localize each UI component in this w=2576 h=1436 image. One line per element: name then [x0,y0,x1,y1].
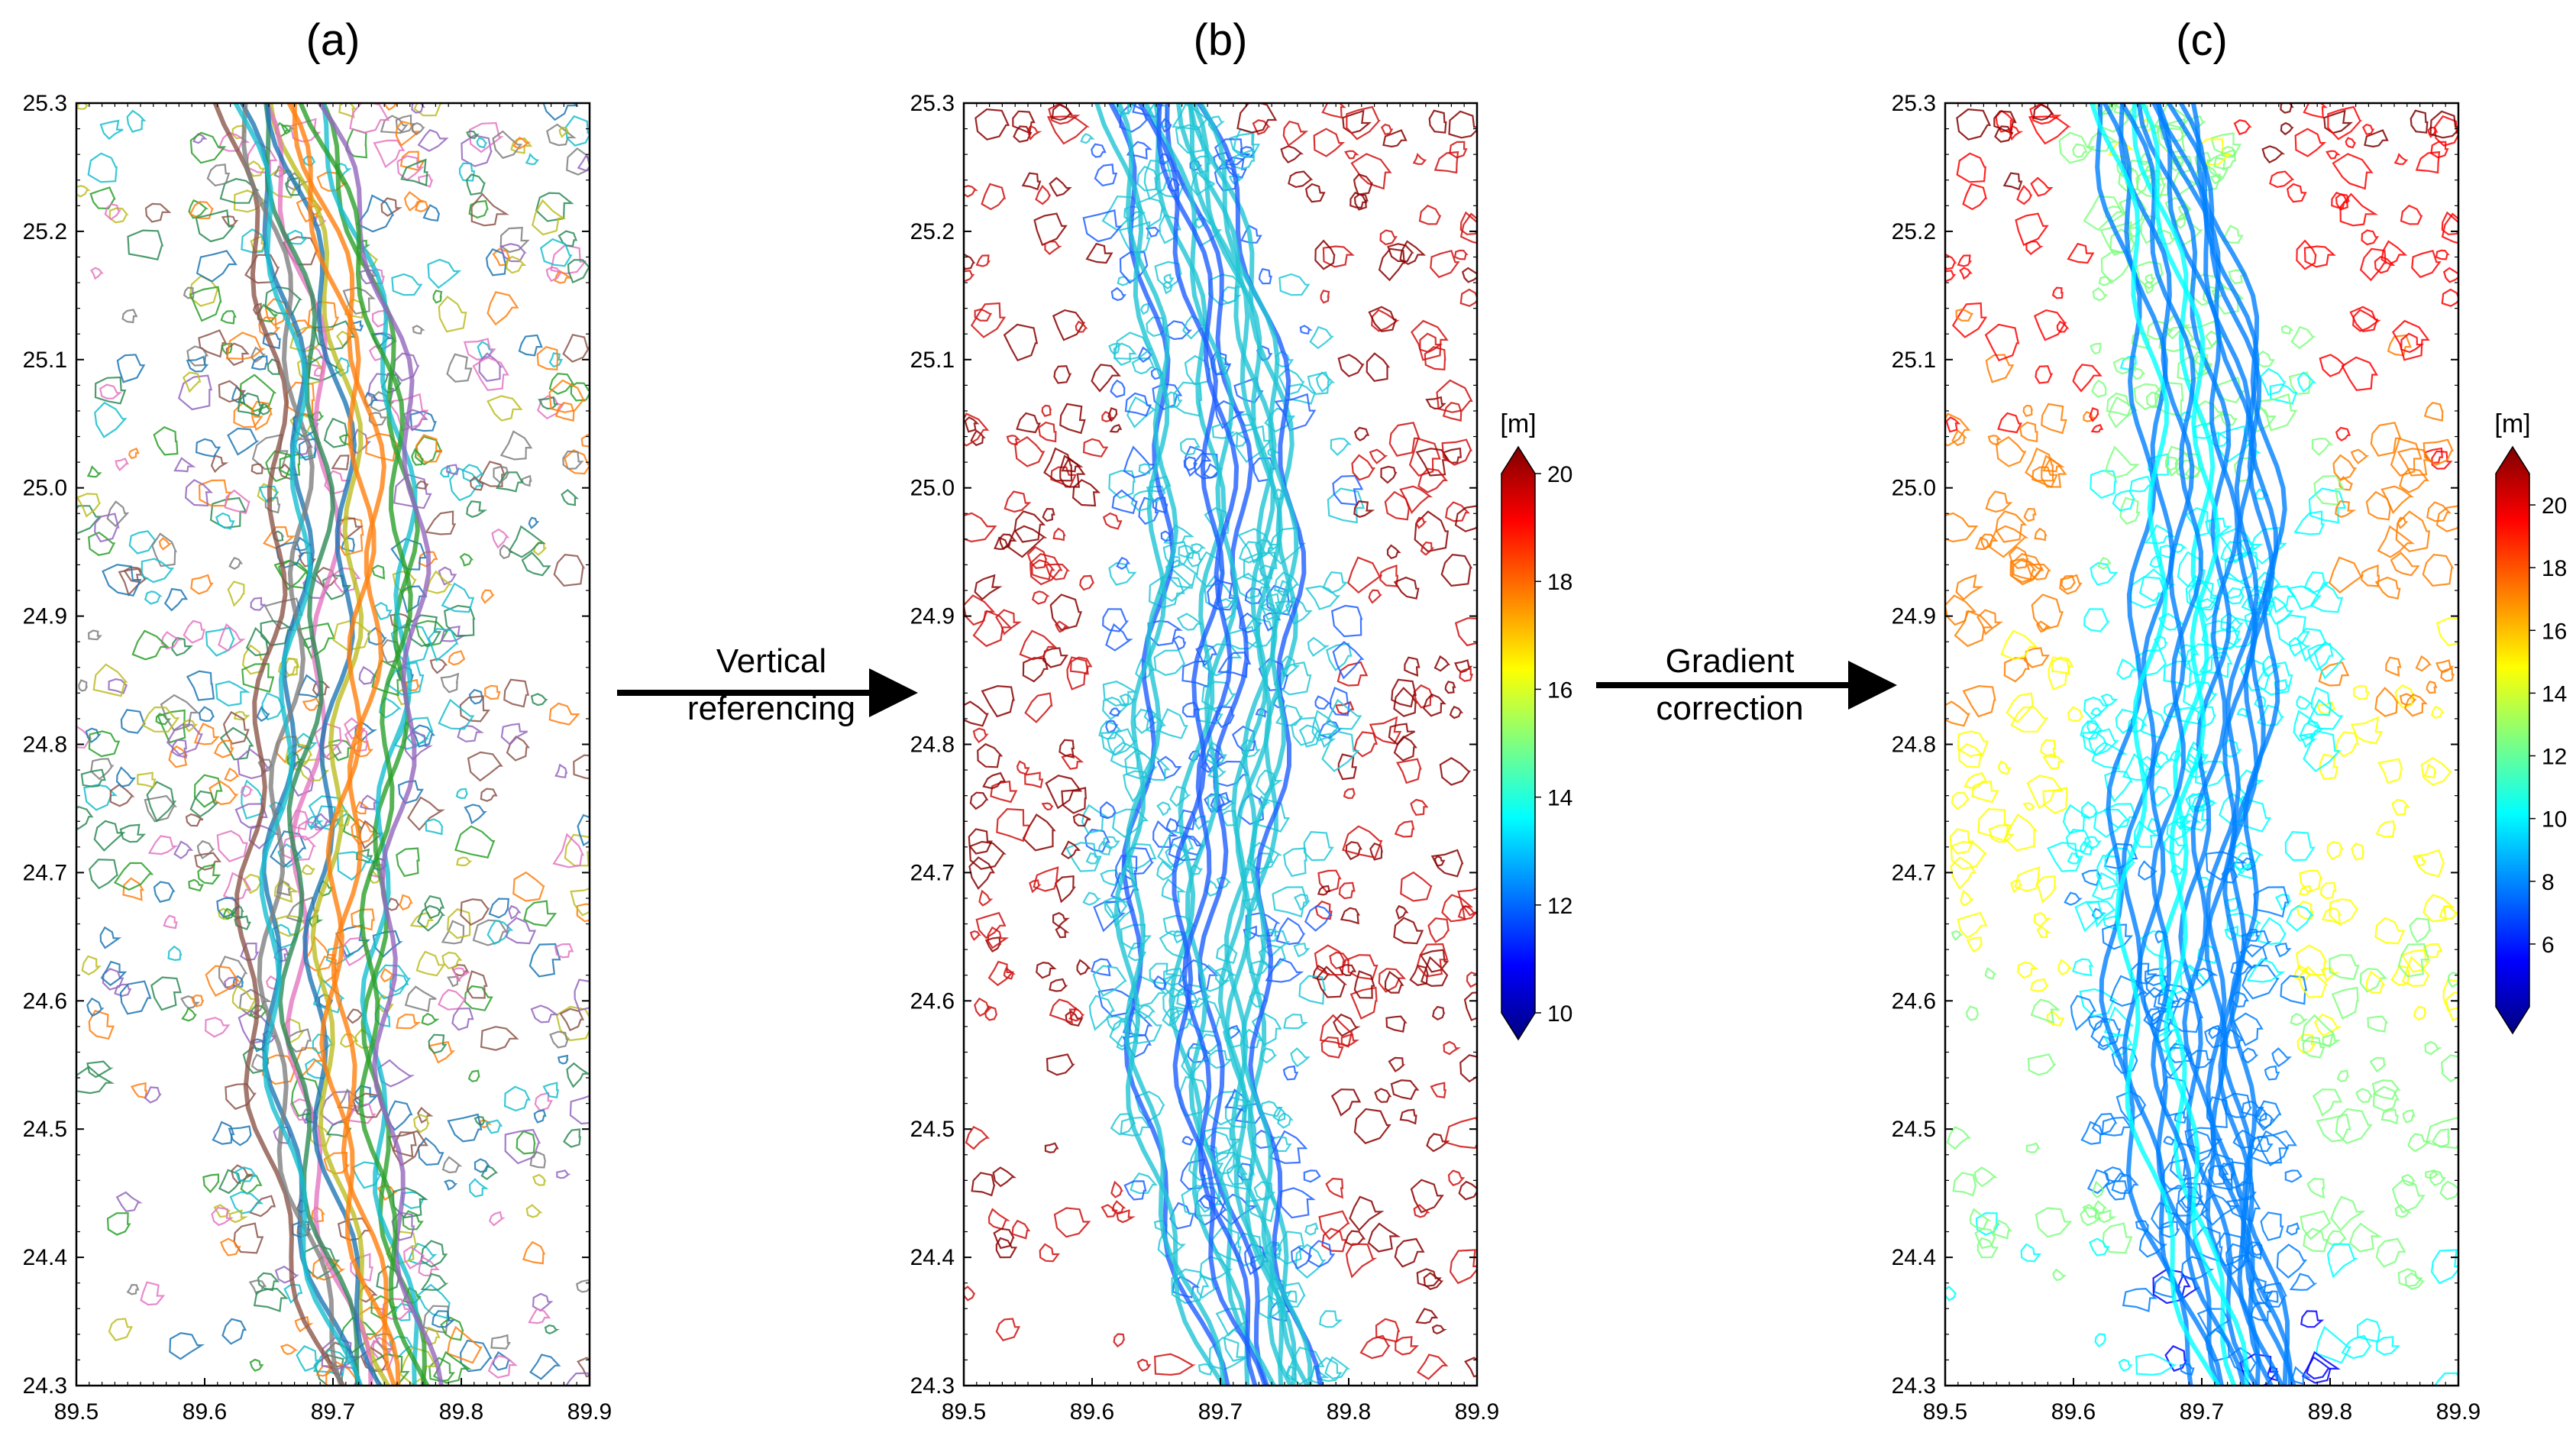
colorbar-tick-label: 10 [1547,1001,1572,1027]
arrow-2-line-2: correction [1656,690,1803,727]
y-tick-label: 24.5 [1892,1117,1936,1142]
x-tick-label: 89.8 [439,1399,483,1425]
y-tick-label: 24.6 [23,988,67,1014]
y-tick-label: 25.2 [1892,219,1936,244]
y-tick-label: 25.3 [23,91,67,116]
colorbar-tick-label: 8 [2542,870,2555,895]
colorbar-tick-label: 12 [2542,745,2567,770]
panel-b-label: (b) [1194,15,1248,65]
y-tick-label: 24.6 [910,988,955,1014]
vertical-referencing-arrow: Vertical referencing [617,642,918,727]
panel-b: (b) 89.5 89.6 89.7 89.8 89.9 25.3 25.2 25.1 25.0… [910,15,1500,1425]
x-tick-label: 89.7 [2180,1399,2224,1425]
y-tick-label: 24.4 [910,1245,955,1270]
panel-b-axes: 89.5 89.6 89.7 89.8 89.9 25.3 25.2 25.1 25.0 24.9… [910,91,1500,1425]
y-tick-label: 25.1 [23,348,67,373]
panel-c: (c) 89.5 89.6 89.7 89.8 89.9 25.3 25.2 25.1 25.0… [1892,15,2481,1425]
colorbar-tick-label: 18 [2542,556,2567,581]
y-tick-label: 25.0 [1892,476,1936,501]
colorbar-tick-label: 20 [2542,493,2567,519]
x-tick-label: 89.6 [183,1399,227,1425]
y-tick-label: 24.3 [910,1373,955,1399]
arrow-1-line-1: Vertical [716,642,826,680]
colorbar-tick-label: 6 [2542,933,2555,958]
colorbar-tick-label: 18 [1547,570,1572,595]
panel-b-map [964,103,1477,1386]
colorbar-tick-label: 12 [1547,894,1572,919]
y-tick-label: 24.9 [23,604,67,629]
y-tick-label: 25.2 [23,219,67,244]
y-tick-label: 24.3 [1892,1373,1936,1399]
colorbar-tick-label: 16 [2542,619,2567,644]
colorbar-c-bar [2495,445,2530,1035]
y-tick-label: 24.5 [23,1117,67,1142]
y-tick-label: 24.6 [1892,988,1936,1014]
colorbar-c: [m] 20 18 16 14 12 10 8 6 [2494,409,2567,1035]
y-tick-label: 25.0 [23,476,67,501]
y-tick-label: 24.4 [1892,1245,1936,1270]
y-tick-label: 24.8 [1892,733,1936,758]
colorbar-tick-label: 10 [2542,807,2567,833]
colorbar-tick-label: 20 [1547,462,1572,487]
colorbar-b: [m] 20 18 16 14 12 10 [1500,409,1572,1041]
y-tick-label: 24.4 [23,1245,67,1270]
panel-a-label: (a) [306,15,360,65]
x-tick-label: 89.8 [2308,1399,2352,1425]
x-tick-label: 89.5 [1923,1399,1967,1425]
y-tick-label: 24.7 [1892,860,1936,885]
y-tick-label: 25.0 [910,476,955,501]
colorbar-b-unit: [m] [1500,409,1536,438]
colorbar-b-bar [1501,445,1536,1041]
y-tick-label: 24.9 [1892,604,1936,629]
panel-c-axes: 89.5 89.6 89.7 89.8 89.9 25.3 25.2 25.1 25.0 24.9… [1892,91,2481,1425]
x-tick-label: 89.9 [1455,1399,1499,1425]
x-tick-label: 89.9 [567,1399,612,1425]
y-tick-label: 25.3 [1892,91,1936,116]
x-tick-label: 89.5 [54,1399,99,1425]
panel-a-axes: 89.5 89.6 89.7 89.8 89.9 25.3 25.2 25.1 25.0 24.9… [23,91,612,1425]
x-tick-label: 89.9 [2436,1399,2481,1425]
panel-c-label: (c) [2176,15,2228,65]
y-tick-label: 24.8 [910,733,955,758]
panel-a-map [76,103,590,1386]
y-tick-label: 24.8 [23,733,67,758]
gradient-correction-arrow: Gradient correction [1596,642,1897,727]
y-tick-label: 24.7 [910,860,955,885]
y-tick-label: 25.1 [910,348,955,373]
panel-c-map [1945,103,2458,1386]
y-tick-label: 24.5 [910,1117,955,1142]
y-tick-label: 24.3 [23,1373,67,1399]
y-tick-label: 25.1 [1892,348,1936,373]
panel-a: (a) 89.5 89.6 89.7 89.8 89.9 25.3 25.2 25.1 25.0… [23,15,612,1425]
x-tick-label: 89.8 [1327,1399,1371,1425]
y-tick-label: 25.2 [910,219,955,244]
arrow-2-line-1: Gradient [1666,642,1795,680]
colorbar-tick-label: 14 [2542,681,2567,707]
x-tick-label: 89.6 [1070,1399,1114,1425]
arrow-1-line-2: referencing [687,690,855,727]
x-tick-label: 89.7 [311,1399,355,1425]
x-tick-label: 89.5 [942,1399,986,1425]
y-tick-label: 24.7 [23,860,67,885]
colorbar-tick-label: 14 [1547,786,1572,811]
y-tick-label: 25.3 [910,91,955,116]
y-tick-label: 24.9 [910,604,955,629]
x-tick-label: 89.6 [2051,1399,2096,1425]
colorbar-tick-label: 16 [1547,678,1572,703]
colorbar-c-unit: [m] [2494,409,2530,438]
x-tick-label: 89.7 [1198,1399,1243,1425]
